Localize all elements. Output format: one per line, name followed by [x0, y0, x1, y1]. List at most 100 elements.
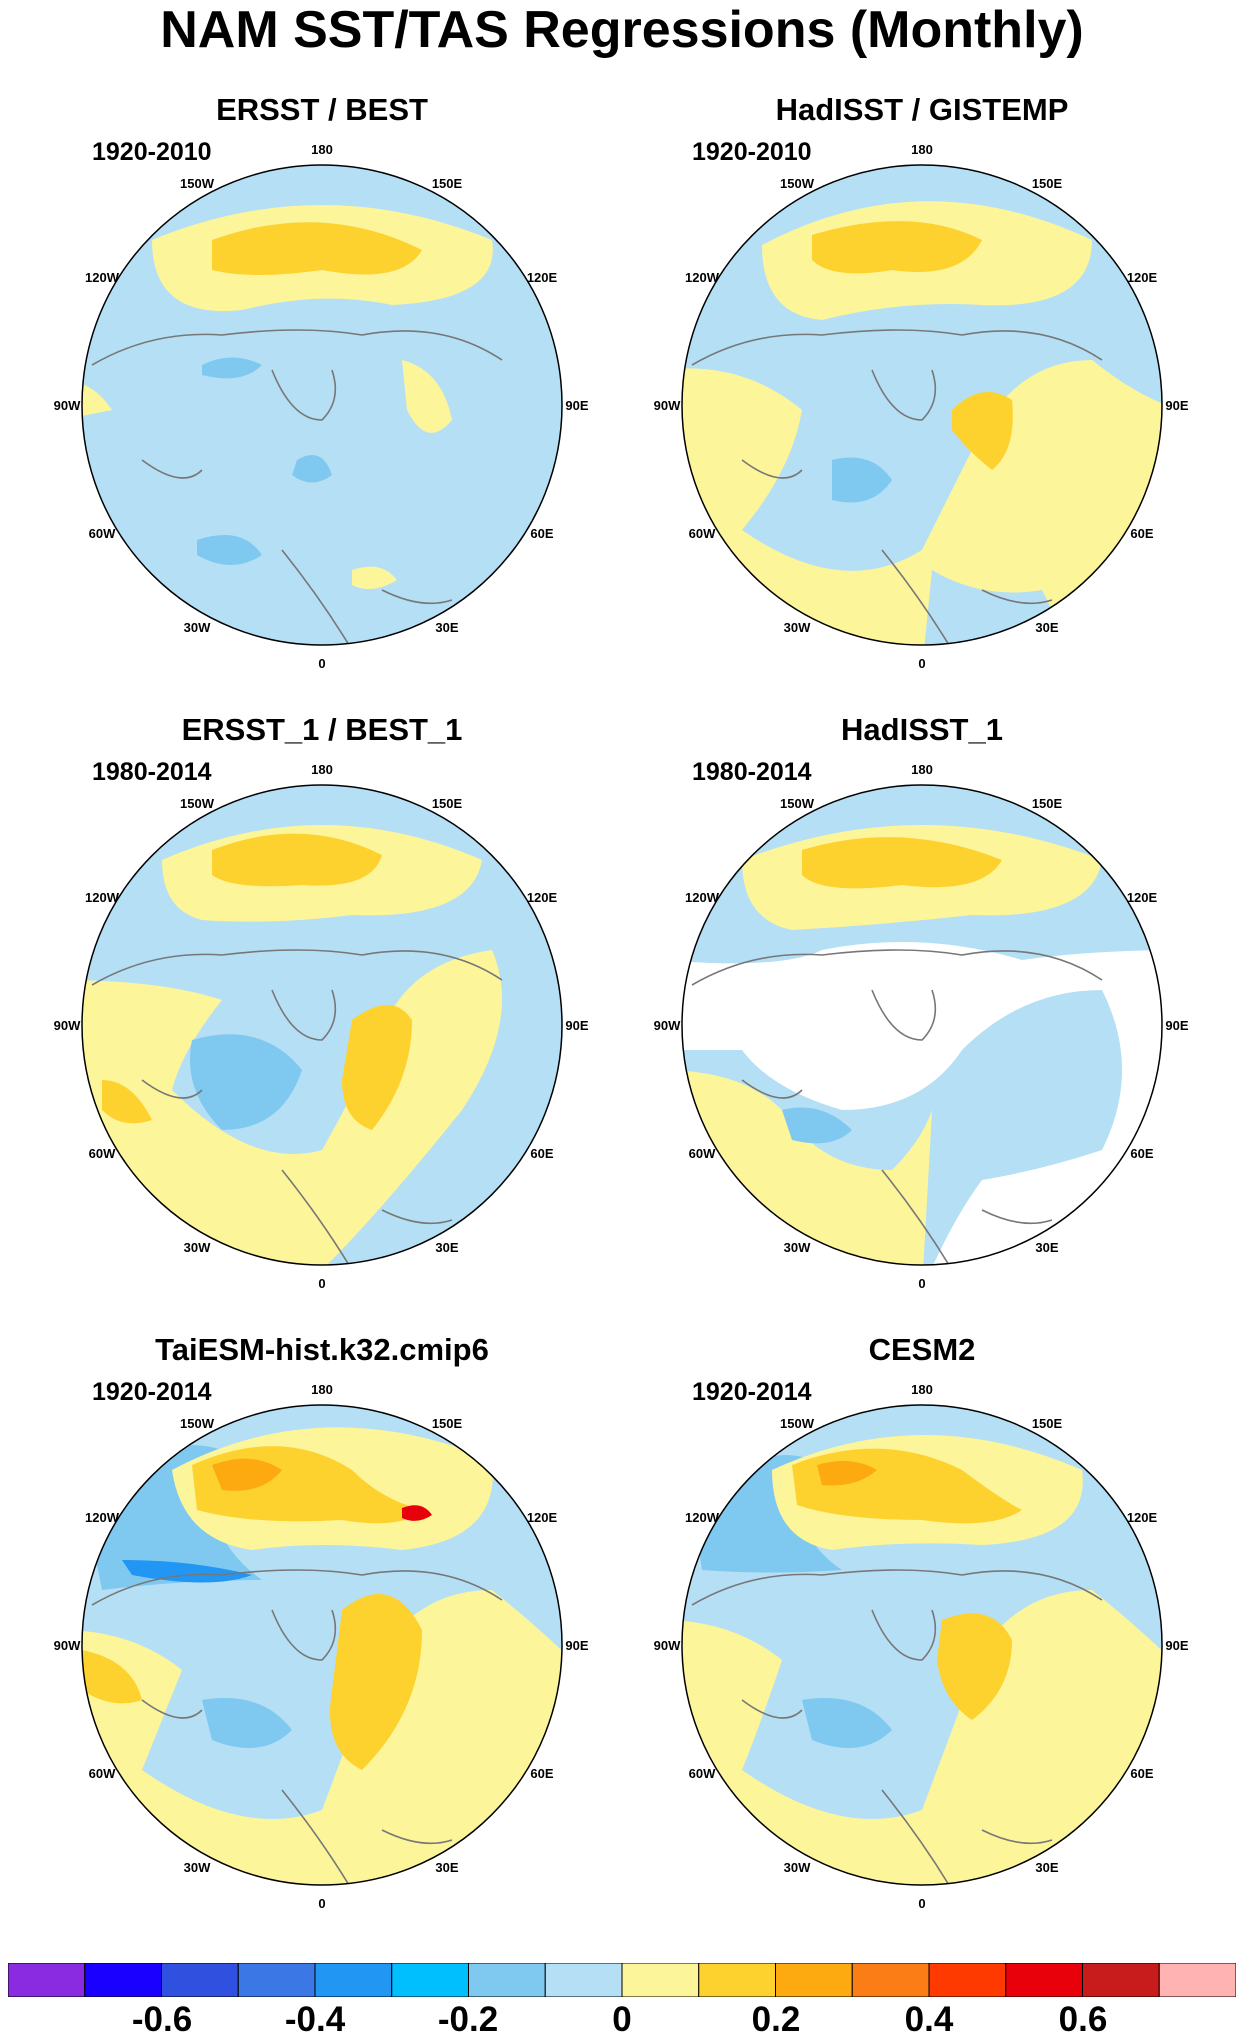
- lon-label: 150W: [180, 176, 215, 191]
- lon-label: 60E: [530, 1766, 553, 1781]
- coastline: [91, 329, 503, 645]
- map-panel-cesm2: CESM2 1920-2014 180 150E 120E 90E 60E 30…: [622, 1330, 1222, 1940]
- colorbar-label: 0.6: [1058, 2000, 1108, 2039]
- lon-label: 60E: [1130, 1146, 1153, 1161]
- lon-label: 90W: [54, 398, 81, 413]
- colorbar-swatch: [237, 1963, 316, 1997]
- lon-label: 0: [318, 1896, 325, 1911]
- colorbar-swatch: [161, 1963, 239, 1997]
- map-boundary: [81, 784, 563, 1266]
- lon-label: 150W: [780, 176, 815, 191]
- lon-label: 60W: [89, 526, 116, 541]
- lon-label: 120W: [685, 270, 720, 285]
- positive-anomaly-peak: [212, 1458, 282, 1491]
- panel-title: ERSST / BEST: [216, 92, 428, 127]
- colorbar-swatch: [1158, 1963, 1236, 1997]
- positive-anomaly-region: [682, 360, 1162, 645]
- panel-period: 1920-2014: [92, 1378, 212, 1406]
- lon-label: 90E: [1165, 1638, 1188, 1653]
- positive-anomaly-core: [952, 392, 1013, 470]
- coastline: [91, 949, 503, 1265]
- colorbar-swatch: [1082, 1963, 1160, 1997]
- map-boundary: [681, 784, 1163, 1266]
- coastline: [91, 1569, 503, 1885]
- page-title: NAM SST/TAS Regressions (Monthly): [160, 1, 1084, 59]
- colorbar-swatch: [84, 1963, 162, 1997]
- lon-label: 30E: [1035, 1240, 1058, 1255]
- lon-label: 120W: [685, 890, 720, 905]
- positive-anomaly-core: [802, 837, 1002, 889]
- positive-anomaly-core: [342, 1005, 412, 1130]
- panel-period: 1920-2010: [92, 138, 212, 166]
- lon-label: 60W: [689, 526, 716, 541]
- lon-label: 120E: [527, 270, 558, 285]
- lon-label: 30E: [435, 1240, 458, 1255]
- lon-label: 0: [318, 1276, 325, 1291]
- lon-label: 90W: [654, 1638, 681, 1653]
- colorbar-swatch: [468, 1963, 546, 1997]
- lon-label: 120E: [527, 1510, 558, 1525]
- lon-label: 60E: [530, 526, 553, 541]
- panel-period: 1980-2014: [692, 758, 812, 786]
- positive-anomaly-region: [402, 360, 452, 433]
- map-panel-ersst1-best1: ERSST_1 / BEST_1 1980-2014 180 150E 120E…: [22, 710, 622, 1320]
- panel-period: 1980-2014: [92, 758, 212, 786]
- lon-label: 150E: [432, 1416, 463, 1431]
- coastline: [691, 949, 1103, 1265]
- lon-label: 30W: [184, 620, 211, 635]
- negative-anomaly-core: [122, 1560, 252, 1583]
- colorbar-label: 0.2: [751, 2000, 801, 2039]
- lon-label: 0: [318, 656, 325, 671]
- missing-data-region: [682, 942, 1162, 1265]
- lon-label: 150E: [1032, 176, 1063, 191]
- lon-label: 150E: [1032, 1416, 1063, 1431]
- colorbar-swatch: [775, 1963, 853, 1997]
- colorbar-label: -0.2: [437, 2000, 499, 2039]
- lon-label: 90W: [54, 1638, 81, 1653]
- base-fill: [922, 570, 1082, 645]
- lon-label: 30E: [1035, 620, 1058, 635]
- lon-label: 90W: [654, 1018, 681, 1033]
- lon-label: 60E: [1130, 1766, 1153, 1781]
- lon-label: 60W: [89, 1146, 116, 1161]
- lon-label: 180: [911, 142, 933, 157]
- colorbar-swatch: [928, 1963, 1007, 1997]
- negative-anomaly-region: [802, 1698, 892, 1748]
- lon-label: 150W: [180, 796, 215, 811]
- polar-map: 180 150E 120E 90E 60E 30E 0 30W 60W 90W …: [54, 762, 589, 1291]
- lon-label: 30E: [1035, 1860, 1058, 1875]
- polar-map: 180 150E 120E 90E 60E 30E 0 30W 60W 90W …: [654, 1382, 1189, 1911]
- positive-anomaly-peak: [402, 1505, 432, 1521]
- lon-label: 120E: [1127, 1510, 1158, 1525]
- colorbar: [8, 1963, 1236, 1997]
- lon-label: 90W: [654, 398, 681, 413]
- panel-title: HadISST_1: [841, 712, 1003, 747]
- polar-map: 180 150E 120E 90E 60E 30E 0 30W 60W 90W …: [654, 142, 1189, 671]
- lon-label: 30W: [784, 1240, 811, 1255]
- lon-label: 180: [311, 762, 333, 777]
- panel-title: ERSST_1 / BEST_1: [181, 712, 463, 747]
- panel-title: CESM2: [868, 1332, 976, 1367]
- lon-label: 180: [911, 762, 933, 777]
- lon-label: 90E: [565, 1018, 588, 1033]
- lon-label: 120E: [1127, 890, 1158, 905]
- lon-label: 60W: [689, 1146, 716, 1161]
- lon-label: 90W: [54, 1018, 81, 1033]
- lon-label: 0: [918, 1276, 925, 1291]
- lon-label: 60E: [530, 1146, 553, 1161]
- negative-anomaly-region: [292, 455, 332, 483]
- map-boundary: [81, 1404, 563, 1886]
- positive-anomaly-core: [212, 222, 422, 275]
- panel-title: HadISST / GISTEMP: [775, 92, 1069, 127]
- lon-label: 120W: [685, 1510, 720, 1525]
- colorbar-label: -0.4: [284, 2000, 346, 2039]
- coastline: [691, 1569, 1103, 1885]
- map-panel-hadisst1: HadISST_1 1980-2014 180 150E 120E 90E 60…: [622, 710, 1222, 1320]
- lon-label: 0: [918, 1896, 925, 1911]
- positive-anomaly-core: [102, 1080, 152, 1124]
- positive-anomaly-core: [82, 1650, 142, 1704]
- positive-anomaly-core: [212, 833, 382, 887]
- colorbar-swatch: [314, 1963, 393, 1997]
- polar-map: 180 150E 120E 90E 60E 30E 0 30W 60W 90W …: [54, 142, 589, 671]
- positive-anomaly-peak: [817, 1461, 877, 1486]
